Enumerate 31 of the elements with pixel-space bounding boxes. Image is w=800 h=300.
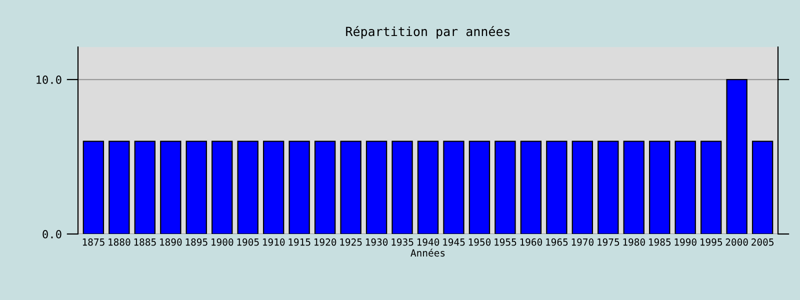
x-tick-label: 1940 xyxy=(417,238,440,246)
x-tick-label: 1950 xyxy=(468,238,491,246)
x-tick-label: 1920 xyxy=(314,238,336,246)
x-tick-label: 1930 xyxy=(366,238,388,246)
x-tick-label: 1880 xyxy=(108,238,130,246)
x-tick-label: 1985 xyxy=(649,238,671,246)
x-tick-label: 1905 xyxy=(237,238,259,246)
x-tick-label: 1965 xyxy=(546,238,568,246)
x-tick-label: 1995 xyxy=(700,238,722,246)
x-tick-label: 1910 xyxy=(263,238,285,246)
x-tick-label: 1875 xyxy=(82,238,104,246)
x-tick-label: 1925 xyxy=(340,238,362,246)
x-tick-label: 1960 xyxy=(520,238,542,246)
x-tick-label: 1895 xyxy=(186,238,208,246)
x-tick-label: 1935 xyxy=(392,238,414,246)
x-tick-label: 1900 xyxy=(212,238,234,246)
x-tick-label: 2005 xyxy=(752,238,774,246)
x-tick-label: 1885 xyxy=(134,238,156,246)
y-tick-label: 0.0 xyxy=(42,230,62,238)
chart-title: Répartition par années xyxy=(346,26,510,39)
x-tick-label: 1915 xyxy=(288,238,310,246)
x-tick-label: 1945 xyxy=(443,238,465,246)
x-tick-label: 1890 xyxy=(160,238,182,246)
x-tick-label: 1975 xyxy=(598,238,620,246)
x-tick-label: 2000 xyxy=(726,238,748,246)
x-axis-title: Années xyxy=(410,248,445,257)
x-tick-label: 1980 xyxy=(623,238,645,246)
x-tick-label: 1990 xyxy=(674,238,696,246)
y-tick-label: 10.0 xyxy=(36,76,62,84)
x-tick-label: 1955 xyxy=(494,238,516,246)
x-tick-label: 1970 xyxy=(572,238,594,246)
